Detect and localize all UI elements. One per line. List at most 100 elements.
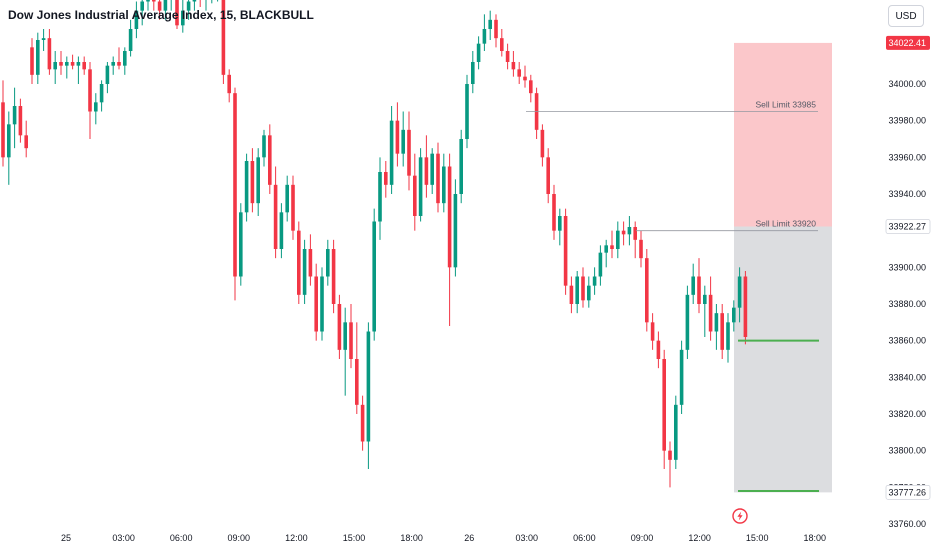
- x-tick-label: 03:00: [112, 533, 135, 543]
- candle-body: [233, 93, 237, 277]
- candle: [708, 276, 713, 341]
- x-tick-label: 09:00: [228, 533, 251, 543]
- candle: [221, 0, 226, 84]
- candle: [465, 74, 469, 149]
- candle-body: [436, 153, 440, 204]
- candle-body: [192, 0, 197, 2]
- candle: [343, 307, 347, 396]
- candle-body: [697, 276, 701, 304]
- candle-body: [476, 43, 481, 62]
- candle-body: [30, 47, 34, 75]
- y-tick-label: 33960.00: [888, 152, 926, 162]
- flash-icon[interactable]: [732, 508, 748, 524]
- time-axis[interactable]: 25 03:00 06:00 09:00 12:00 15:00 18:00 26 03:00 0…: [61, 533, 826, 543]
- candle-body: [604, 245, 608, 253]
- candle-body: [714, 313, 719, 332]
- candle: [256, 148, 260, 216]
- candle: [384, 161, 388, 198]
- candle-body: [465, 84, 469, 139]
- candle-body: [326, 249, 330, 277]
- x-tick-label: 03:00: [516, 533, 539, 543]
- candle: [494, 14, 498, 48]
- candle-body: [1, 102, 5, 158]
- price-badge: 33922.27: [885, 219, 931, 234]
- candle-body: [360, 404, 365, 442]
- candle: [88, 62, 92, 139]
- candle-body: [575, 276, 579, 304]
- candle: [523, 65, 527, 88]
- candle: [239, 203, 243, 286]
- candle: [604, 239, 608, 268]
- candle-body: [186, 1, 191, 11]
- candle-body: [662, 359, 666, 451]
- candle-body: [732, 307, 736, 323]
- candles: [1, 0, 748, 488]
- candle-body: [41, 38, 46, 40]
- price-badge: 33777.26: [885, 484, 931, 500]
- candle: [668, 441, 672, 488]
- candle-body: [627, 227, 632, 235]
- x-tick-label: 15:00: [343, 533, 366, 543]
- candle-body: [540, 129, 545, 158]
- candle: [366, 322, 371, 469]
- candle: [401, 111, 405, 167]
- candle-body: [157, 1, 162, 11]
- candle-body: [268, 135, 272, 185]
- candle: [430, 148, 434, 194]
- candle-body: [82, 62, 86, 70]
- candle-body: [546, 157, 550, 194]
- candle-body: [552, 194, 556, 231]
- y-tick-label: 33820.00: [888, 409, 926, 419]
- candle-body: [53, 62, 57, 70]
- candle: [540, 124, 545, 167]
- candle-body: [221, 0, 226, 75]
- candle: [662, 349, 666, 469]
- y-tick-label: 33900.00: [888, 262, 926, 272]
- candle: [488, 10, 492, 40]
- candle-body: [691, 276, 695, 295]
- candle: [697, 258, 701, 314]
- candle-body: [720, 313, 724, 350]
- y-tick-label: 33860.00: [888, 336, 926, 346]
- price-badge-box: [885, 484, 931, 500]
- candle: [65, 56, 69, 79]
- candle: [471, 51, 475, 94]
- price-axis[interactable]: 33760.0033780.0033800.0033820.0033840.00…: [888, 79, 926, 529]
- price-badge-value: 33922.27: [888, 222, 926, 232]
- candle: [627, 216, 632, 246]
- candle: [192, 0, 197, 11]
- candle: [82, 56, 86, 75]
- candle: [157, 0, 162, 20]
- candle-body: [250, 161, 255, 204]
- candle: [610, 230, 614, 259]
- candle-body: [639, 239, 643, 259]
- candle: [18, 98, 23, 143]
- candle: [372, 208, 376, 341]
- candle: [140, 0, 144, 26]
- candle: [36, 32, 40, 84]
- candle: [314, 263, 318, 341]
- order-label: Sell Limit 33920: [756, 219, 817, 229]
- y-tick-label: 33800.00: [888, 446, 926, 456]
- candle: [47, 29, 52, 75]
- y-tick-label: 33880.00: [888, 299, 926, 309]
- y-tick-label: 33840.00: [888, 372, 926, 382]
- candle: [41, 29, 46, 51]
- candle: [732, 300, 736, 332]
- candle-body: [378, 172, 382, 222]
- candle: [703, 285, 707, 337]
- candle-body: [256, 157, 260, 204]
- candle-body: [355, 359, 359, 405]
- candle: [199, 0, 201, 7]
- candle-body: [743, 276, 748, 337]
- candle-body: [418, 157, 423, 216]
- candle: [76, 56, 81, 84]
- candle-body: [134, 10, 139, 29]
- candle-body: [152, 0, 156, 2]
- candle: [679, 340, 684, 414]
- candle-body: [453, 194, 458, 268]
- currency-button[interactable]: USD: [888, 5, 924, 27]
- candle: [302, 239, 307, 304]
- candle: [262, 129, 266, 167]
